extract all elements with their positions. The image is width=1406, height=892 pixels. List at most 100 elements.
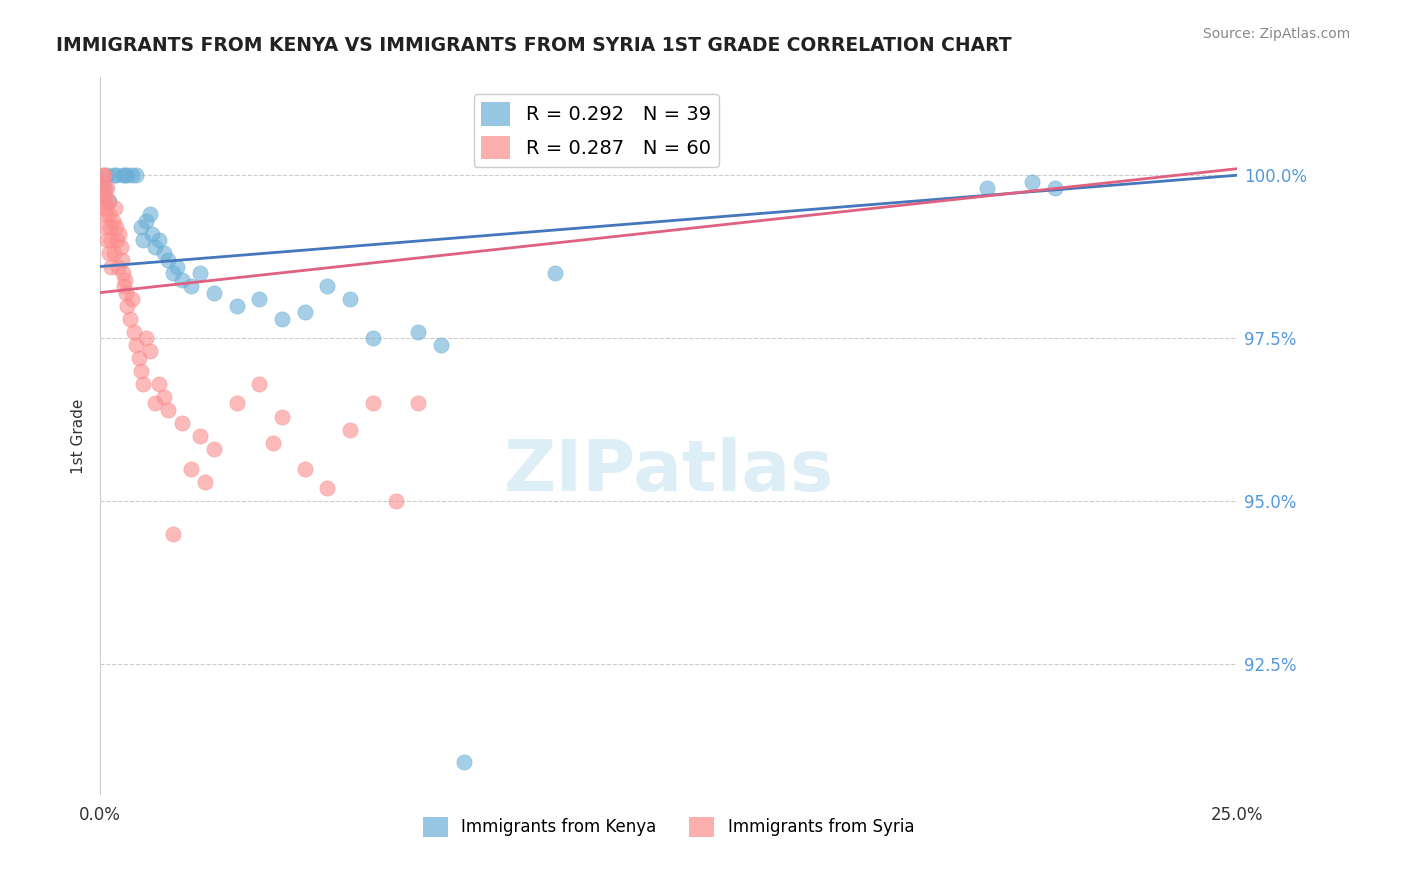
Point [148, 234, 170, 248]
Point [118, 311, 141, 326]
Legend: Immigrants from Kenya, Immigrants from Syria: Immigrants from Kenya, Immigrants from S… [416, 810, 921, 844]
Point [93, 168, 115, 182]
Point [107, 260, 129, 274]
Point [122, 325, 145, 339]
Point [132, 234, 155, 248]
Point [111, 266, 134, 280]
Text: Source: ZipAtlas.com: Source: ZipAtlas.com [1202, 27, 1350, 41]
Point [125, 168, 148, 182]
Point [170, 416, 193, 430]
Point [180, 461, 202, 475]
Point [157, 403, 180, 417]
Point [188, 429, 211, 443]
Point [361, 331, 384, 345]
Point [132, 376, 155, 391]
Point [105, 220, 128, 235]
Point [103, 246, 125, 260]
Point [100, 260, 122, 274]
Point [117, 168, 139, 182]
Point [91, 168, 114, 182]
Y-axis label: 1st Grade: 1st Grade [72, 399, 86, 474]
Point [105, 168, 128, 182]
Text: IMMIGRANTS FROM KENYA VS IMMIGRANTS FROM SYRIA 1ST GRADE CORRELATION CHART: IMMIGRANTS FROM KENYA VS IMMIGRANTS FROM… [56, 36, 1012, 54]
Point [271, 311, 294, 326]
Point [262, 435, 284, 450]
Point [339, 292, 361, 306]
Point [141, 227, 163, 241]
Point [114, 168, 136, 182]
Point [194, 475, 217, 489]
Point [114, 272, 136, 286]
Point [129, 220, 152, 235]
Point [143, 240, 166, 254]
Point [166, 260, 188, 274]
Point [170, 272, 193, 286]
Point [316, 279, 339, 293]
Point [107, 234, 129, 248]
Point [976, 181, 998, 195]
Point [97, 194, 120, 209]
Point [408, 396, 430, 410]
Point [117, 299, 139, 313]
Point [294, 461, 316, 475]
Point [96, 234, 118, 248]
Text: ZIPatlas: ZIPatlas [503, 437, 834, 507]
Point [139, 207, 162, 221]
Point [91, 181, 114, 195]
Point [135, 331, 157, 345]
Point [93, 181, 115, 195]
Point [121, 168, 143, 182]
Point [453, 755, 475, 769]
Point [111, 168, 134, 182]
Point [112, 279, 135, 293]
Point [98, 194, 121, 209]
Point [202, 285, 225, 300]
Point [384, 494, 406, 508]
Point [225, 396, 247, 410]
Point [152, 390, 174, 404]
Point [93, 194, 115, 209]
Point [162, 266, 184, 280]
Point [180, 279, 202, 293]
Point [94, 201, 117, 215]
Point [430, 338, 453, 352]
Point [1021, 175, 1043, 189]
Point [97, 246, 120, 260]
Point [125, 338, 148, 352]
Point [143, 396, 166, 410]
Point [101, 214, 124, 228]
Point [294, 305, 316, 319]
Point [247, 376, 270, 391]
Point [135, 214, 157, 228]
Point [121, 292, 143, 306]
Point [128, 351, 150, 365]
Point [544, 266, 567, 280]
Point [1043, 181, 1066, 195]
Point [139, 344, 162, 359]
Point [188, 266, 211, 280]
Point [91, 175, 114, 189]
Point [98, 207, 121, 221]
Point [148, 376, 170, 391]
Point [316, 481, 339, 495]
Point [108, 227, 131, 241]
Point [361, 396, 384, 410]
Point [94, 220, 117, 235]
Point [94, 207, 117, 221]
Point [129, 364, 152, 378]
Point [96, 168, 118, 182]
Point [152, 246, 174, 260]
Point [93, 187, 115, 202]
Point [104, 201, 127, 215]
Point [225, 299, 247, 313]
Point [157, 252, 180, 267]
Point [103, 168, 125, 182]
Point [98, 220, 121, 235]
Point [100, 234, 122, 248]
Point [247, 292, 270, 306]
Point [110, 240, 132, 254]
Point [339, 423, 361, 437]
Point [202, 442, 225, 456]
Point [271, 409, 294, 424]
Point [408, 325, 430, 339]
